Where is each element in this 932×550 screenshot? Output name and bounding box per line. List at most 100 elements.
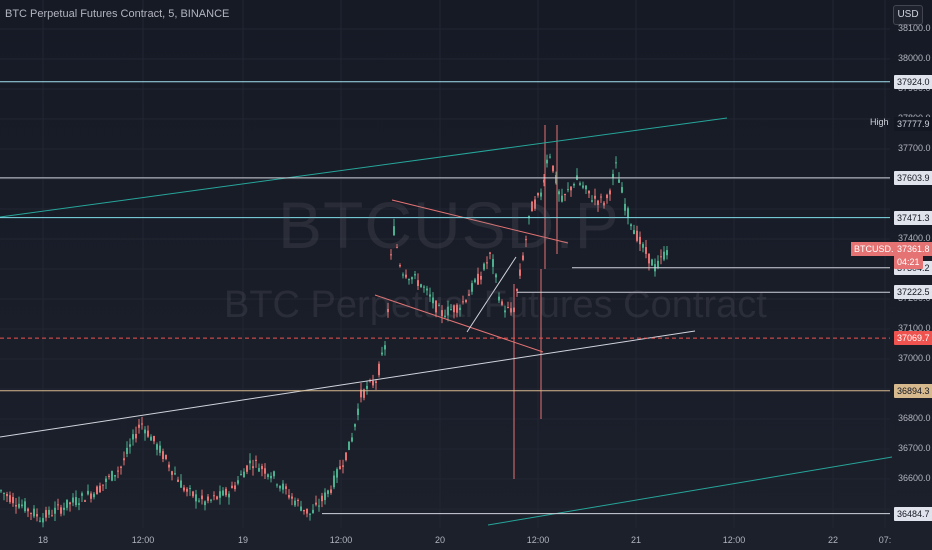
price-axis-tick: 38100.0	[898, 23, 931, 33]
candle-body	[666, 250, 668, 256]
candle-body	[216, 496, 218, 500]
candle-body	[411, 277, 413, 280]
candle-body	[492, 259, 494, 267]
candle-body	[615, 162, 617, 164]
candle-body	[135, 433, 137, 439]
last-price-value: 37361.8	[894, 242, 932, 256]
candle-body	[102, 484, 104, 486]
candle-body	[198, 500, 200, 502]
candle-body	[147, 430, 149, 437]
candle-body	[453, 305, 455, 313]
candle-body	[417, 280, 419, 286]
symbol-title[interactable]: BTC Perpetual Futures Contract, 5, BINAN…	[5, 8, 230, 20]
candle-body	[0, 490, 2, 492]
trend-line-support-white[interactable]	[0, 330, 696, 438]
price-axis-tick: 36700.0	[898, 443, 931, 453]
candle-body	[465, 299, 467, 303]
currency-button[interactable]: USD	[893, 5, 923, 25]
candle-body	[15, 505, 17, 507]
candle-body	[543, 179, 545, 183]
candle-body	[312, 509, 314, 514]
candle-body	[234, 485, 236, 490]
candle-body	[81, 493, 83, 496]
candle-body	[288, 495, 290, 498]
candle-body	[237, 480, 239, 484]
candle-body	[474, 279, 476, 283]
trend-line-upper-teal[interactable]	[0, 117, 728, 218]
candle-body	[405, 274, 407, 278]
candle-body	[30, 513, 32, 515]
candle-body	[399, 265, 401, 267]
breakout-line[interactable]	[466, 256, 517, 333]
candlestick-series	[0, 125, 668, 528]
candle-body	[606, 194, 608, 199]
candle-body	[24, 501, 26, 512]
time-axis-tick: 12:00	[722, 535, 746, 545]
candle-body	[339, 466, 341, 469]
candle-body	[249, 460, 251, 464]
candle-body	[645, 247, 647, 254]
candle-body	[282, 483, 284, 490]
candle-body	[279, 485, 281, 489]
candle-body	[423, 286, 425, 288]
candle-body	[489, 252, 491, 254]
trend-line-lower-teal[interactable]	[487, 456, 893, 526]
candle-body	[588, 190, 590, 194]
candle-body	[174, 473, 176, 475]
candle-body	[87, 490, 89, 495]
candle-body	[480, 275, 482, 280]
candle-body	[534, 199, 536, 209]
candle-body	[162, 451, 164, 459]
candle-body	[507, 306, 509, 308]
candle-body	[225, 488, 227, 496]
candle-body	[447, 306, 449, 316]
price-axis-tick: 37400.0	[898, 233, 931, 243]
candle-body	[12, 497, 14, 504]
candle-body	[156, 444, 158, 450]
candle-body	[84, 500, 86, 502]
candle-body	[120, 466, 122, 468]
candle-body	[108, 475, 110, 477]
wedge-line-top[interactable]	[391, 199, 569, 244]
candle-body	[117, 470, 119, 472]
candle-body	[321, 495, 323, 502]
candle-body	[570, 186, 572, 191]
candle-body	[648, 253, 650, 264]
time-axis-tick: 12:00	[329, 535, 353, 545]
candle-body	[213, 495, 215, 497]
time-axis-tick: 21	[630, 535, 642, 545]
candle-body	[48, 509, 50, 515]
candle-body	[54, 507, 56, 514]
candle-body	[573, 183, 575, 186]
candle-body	[660, 256, 662, 258]
candle-body	[210, 499, 212, 501]
candle-body	[528, 215, 530, 219]
wedge-line-bottom[interactable]	[374, 294, 544, 353]
candle-body	[360, 389, 362, 398]
candle-body	[153, 435, 155, 442]
candle-body	[201, 495, 203, 500]
candle-body	[618, 179, 620, 183]
candle-body	[45, 510, 47, 518]
candle-body	[123, 458, 125, 461]
candle-body	[381, 352, 383, 355]
candle-body	[315, 502, 317, 505]
candle-body	[192, 491, 194, 497]
candle-body	[105, 478, 107, 482]
candle-body	[261, 466, 263, 470]
level-price-label: 36484.7	[894, 506, 932, 521]
candle-body	[483, 263, 485, 270]
candle-body	[537, 193, 539, 196]
candle-body	[276, 484, 278, 486]
countdown-timer: 04:21	[894, 255, 923, 269]
candle-body	[306, 508, 308, 514]
candle-body	[207, 496, 209, 501]
candle-body	[591, 200, 593, 202]
candle-body	[345, 452, 347, 461]
candle-body	[504, 310, 506, 313]
candle-body	[594, 195, 596, 199]
level-price-label: 37069.7	[894, 331, 932, 346]
candle-body	[33, 508, 35, 517]
